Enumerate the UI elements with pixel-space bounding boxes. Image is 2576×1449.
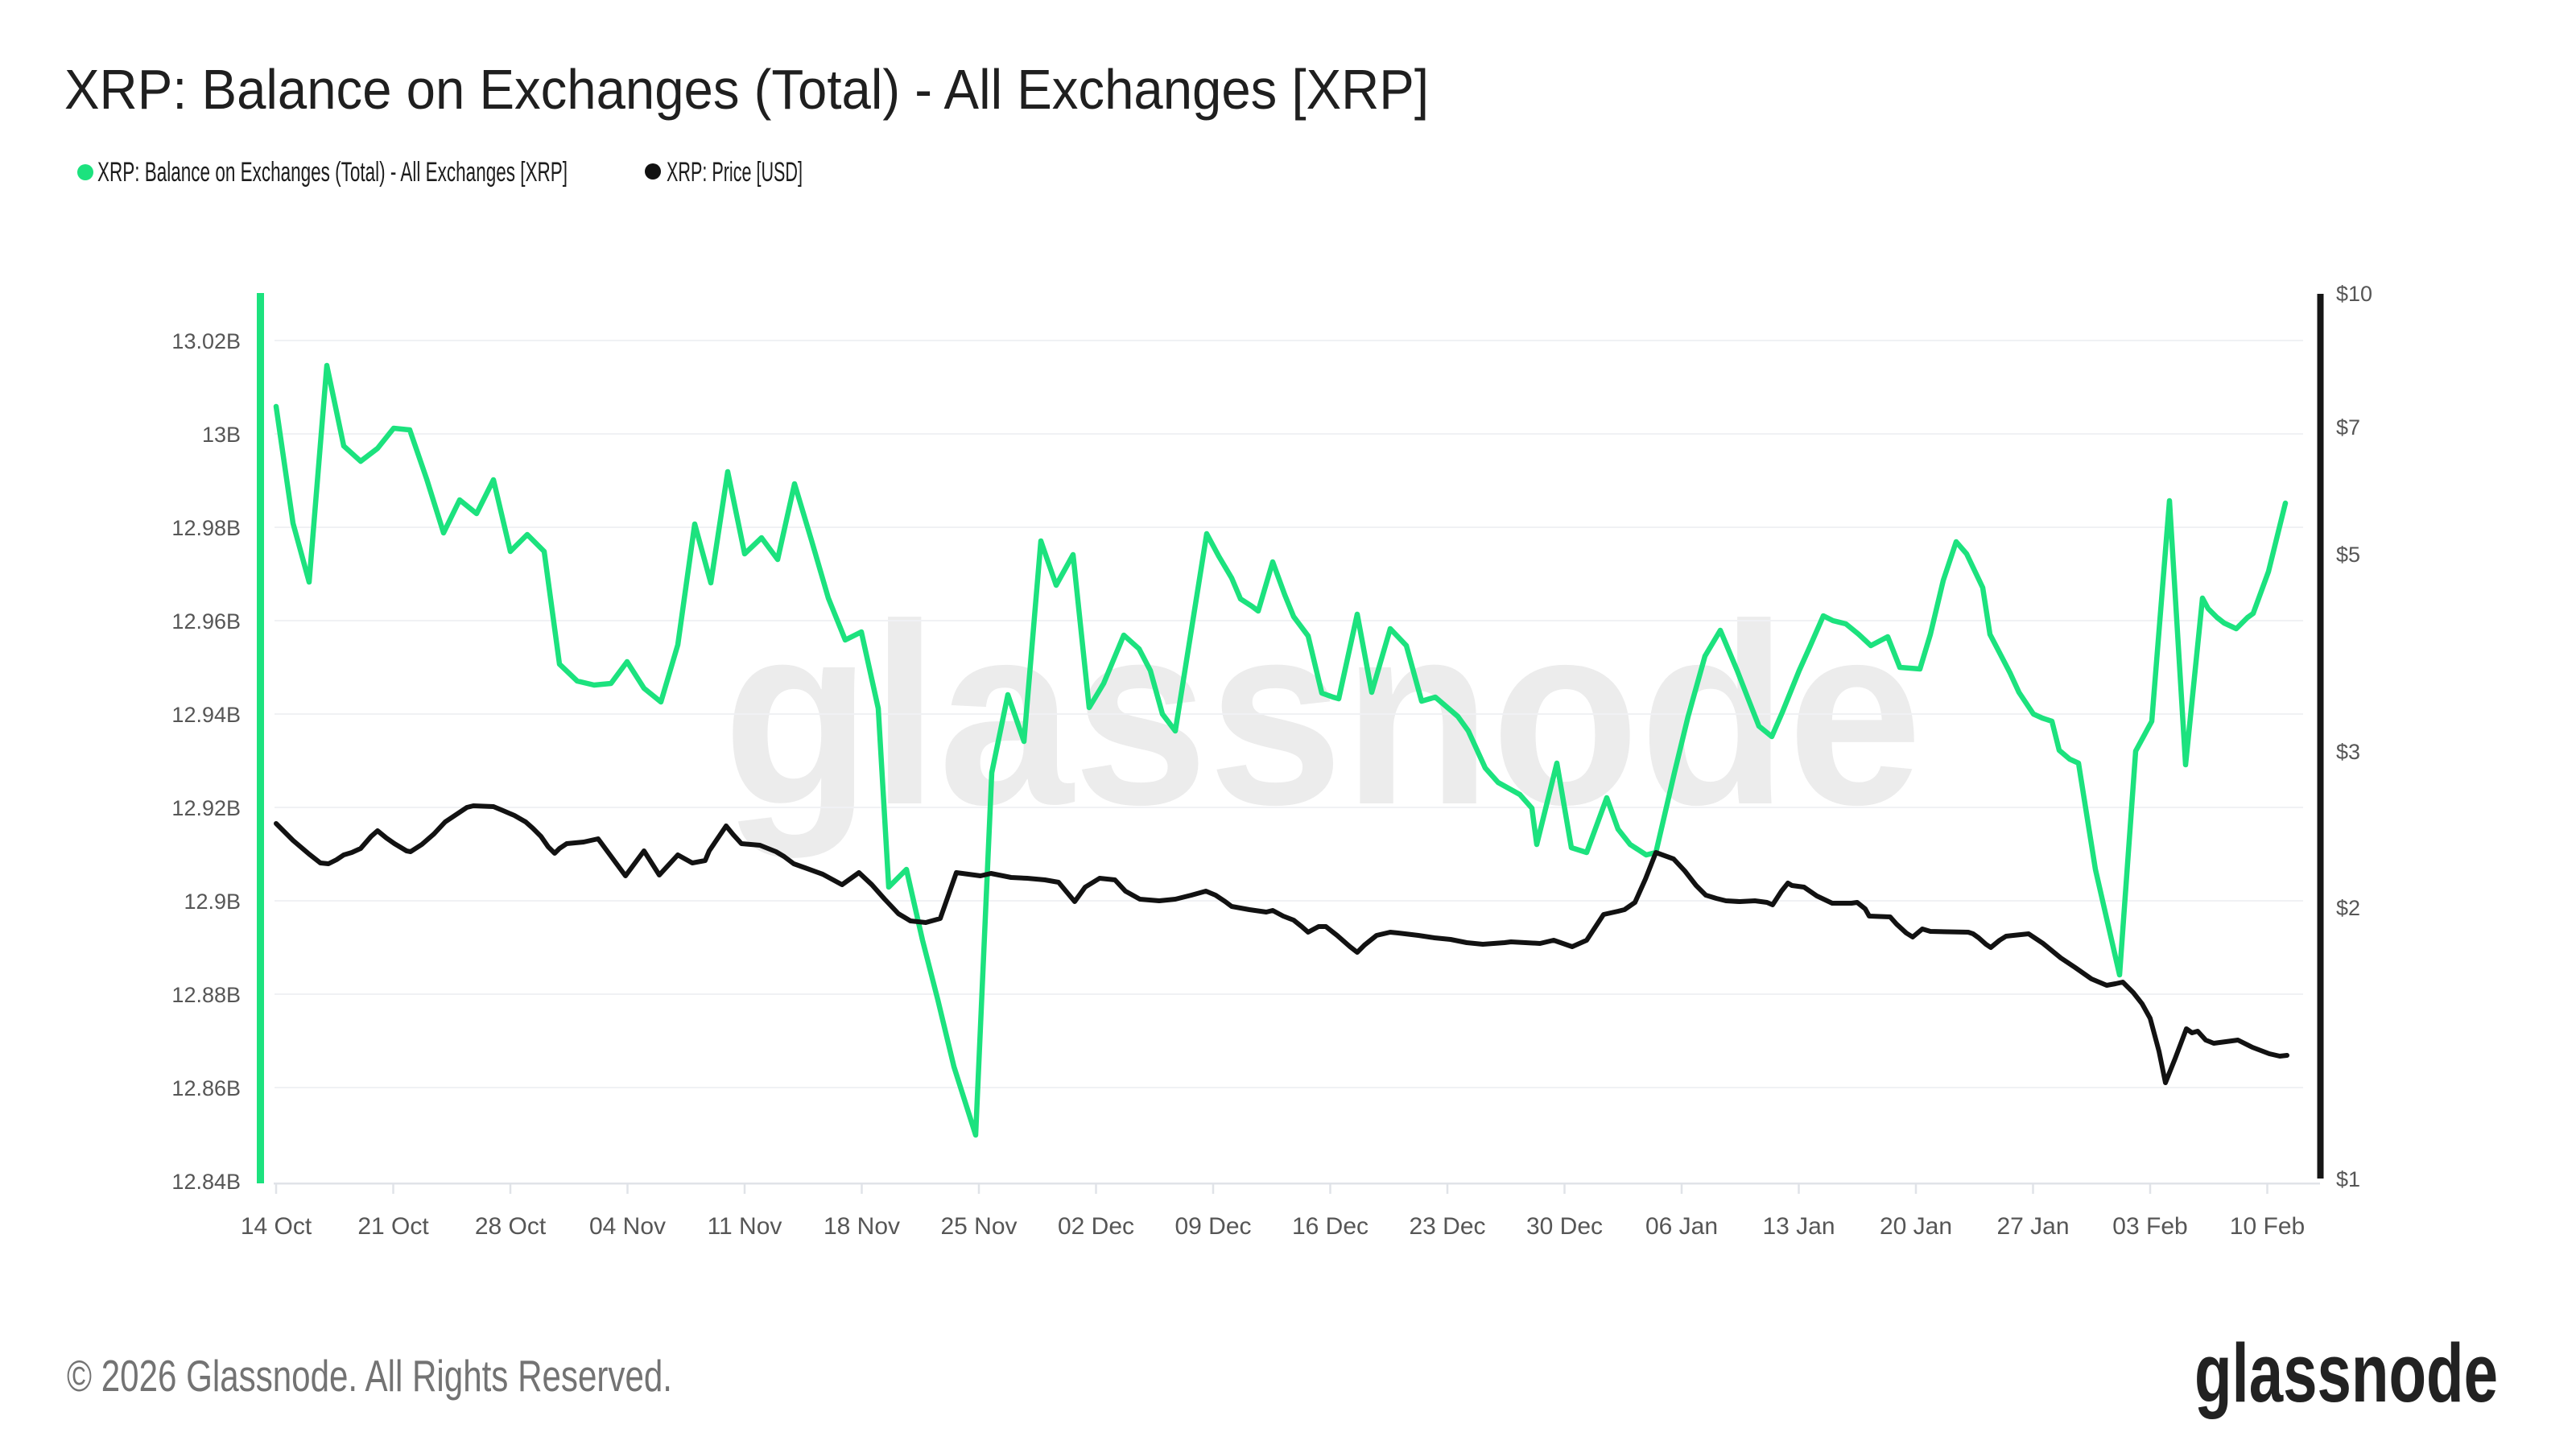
svg-text:12.9B: 12.9B [184,890,241,914]
svg-text:16 Dec: 16 Dec [1292,1213,1368,1240]
svg-text:glassnode: glassnode [2194,1327,2498,1419]
svg-text:$3: $3 [2336,740,2360,764]
svg-text:12.92B: 12.92B [171,796,241,820]
svg-text:18 Nov: 18 Nov [824,1213,900,1240]
svg-text:$7: $7 [2336,415,2360,440]
svg-text:27 Jan: 27 Jan [1996,1213,2069,1240]
svg-text:11 Nov: 11 Nov [708,1213,782,1240]
svg-text:$1: $1 [2336,1167,2360,1191]
svg-text:12.86B: 12.86B [171,1076,241,1100]
svg-text:12.84B: 12.84B [171,1170,241,1194]
svg-text:$5: $5 [2336,543,2360,567]
svg-text:03 Feb: 03 Feb [2112,1213,2187,1240]
svg-text:30 Dec: 30 Dec [1526,1213,1603,1240]
svg-text:13B: 13B [202,423,241,447]
svg-text:XRP: Balance on Exchanges (Tot: XRP: Balance on Exchanges (Total) - All … [64,58,1429,121]
svg-text:13 Jan: 13 Jan [1762,1213,1835,1240]
svg-text:12.98B: 12.98B [171,516,241,540]
svg-text:21 Oct: 21 Oct [357,1213,429,1240]
svg-text:09 Dec: 09 Dec [1174,1213,1251,1240]
svg-text:23 Dec: 23 Dec [1409,1213,1485,1240]
svg-text:13.02B: 13.02B [171,329,241,353]
svg-text:12.96B: 12.96B [171,609,241,634]
svg-text:28 Oct: 28 Oct [475,1213,547,1240]
svg-text:12.94B: 12.94B [171,703,241,727]
svg-text:06 Jan: 06 Jan [1645,1213,1718,1240]
svg-text:$2: $2 [2336,896,2360,920]
svg-text:$10: $10 [2336,282,2372,306]
svg-text:04 Nov: 04 Nov [589,1213,666,1240]
svg-text:10 Feb: 10 Feb [2230,1213,2305,1240]
svg-text:12.88B: 12.88B [171,983,241,1007]
svg-text:20 Jan: 20 Jan [1880,1213,1952,1240]
svg-text:© 2026 Glassnode. All Rights R: © 2026 Glassnode. All Rights Reserved. [67,1351,672,1401]
svg-text:25 Nov: 25 Nov [940,1213,1017,1240]
svg-text:XRP: Price [USD]: XRP: Price [USD] [667,157,803,188]
svg-text:XRP: Balance on Exchanges (Tot: XRP: Balance on Exchanges (Total) - All … [97,157,568,188]
svg-text:14 Oct: 14 Oct [241,1213,312,1240]
svg-text:02 Dec: 02 Dec [1058,1213,1134,1240]
